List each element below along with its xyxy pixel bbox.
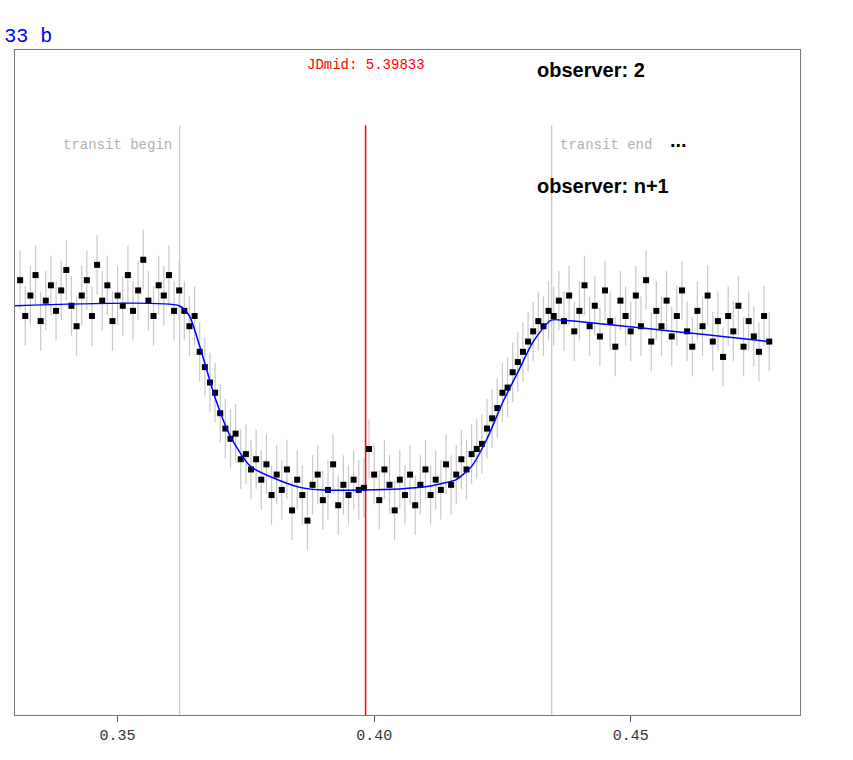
svg-text:33 b: 33 b [4,25,52,48]
svg-text:JDmid: 5.39833: JDmid: 5.39833 [307,57,425,73]
svg-text:...: ... [670,129,687,151]
svg-text:0.35: 0.35 [100,728,136,745]
svg-text:observer: n+1: observer: n+1 [537,175,669,197]
svg-text:transit begin: transit begin [63,137,172,153]
svg-text:0.45: 0.45 [613,728,649,745]
svg-text:observer: 2: observer: 2 [537,59,645,81]
svg-text:0.40: 0.40 [356,728,392,745]
svg-text:transit end: transit end [560,137,652,153]
